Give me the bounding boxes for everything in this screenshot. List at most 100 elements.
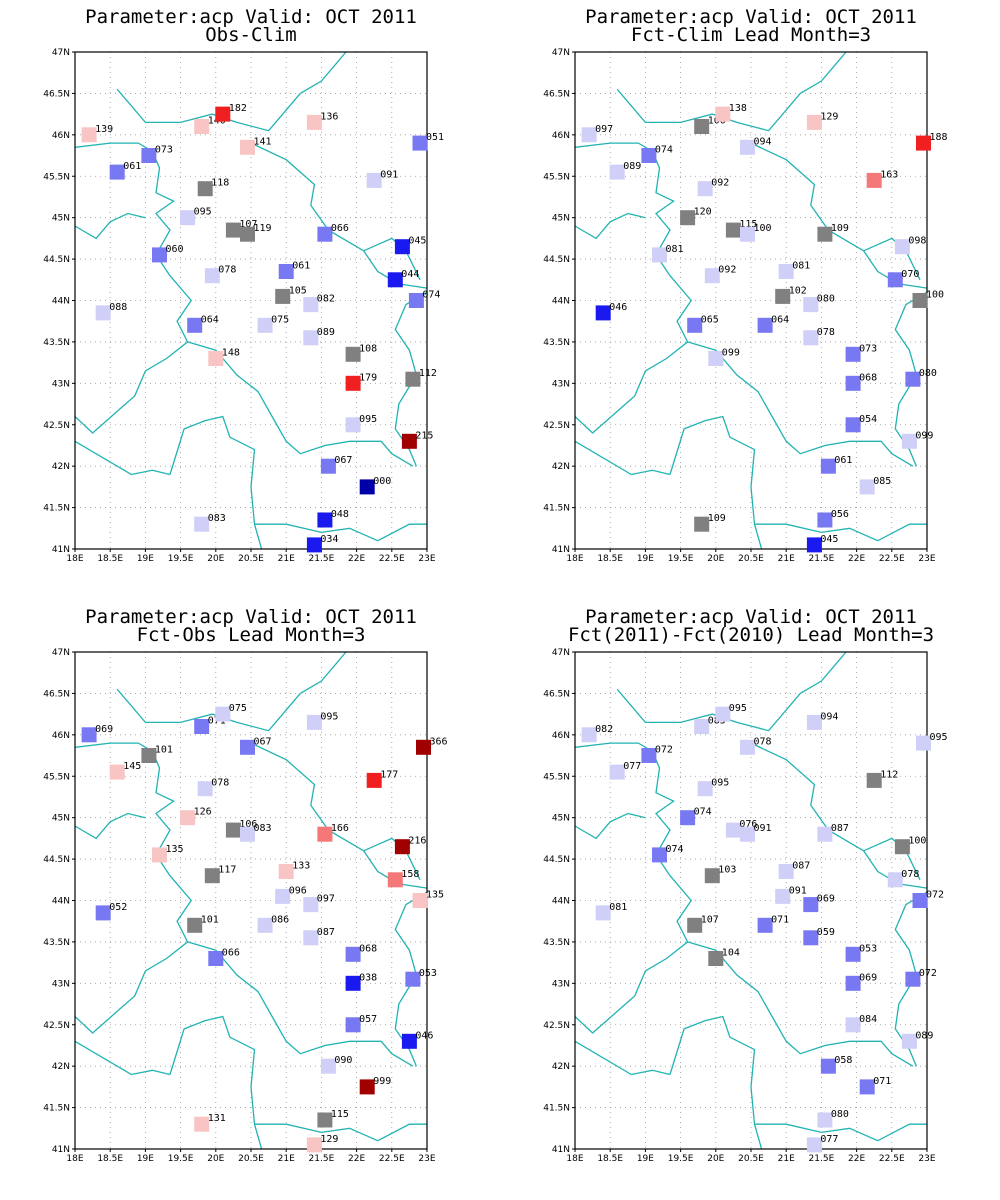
station-value-label: 080 bbox=[919, 368, 937, 379]
station-value-label: 056 bbox=[831, 509, 849, 520]
station-value-label: 096 bbox=[289, 885, 307, 896]
station-value-label: 071 bbox=[873, 1076, 891, 1087]
station-value-label: 095 bbox=[930, 732, 948, 743]
station-marker bbox=[581, 127, 597, 143]
station-value-label: 053 bbox=[859, 943, 877, 954]
station-marker bbox=[905, 971, 921, 987]
station-value-label: 103 bbox=[718, 865, 736, 876]
station-value-label: 067 bbox=[334, 455, 352, 466]
lat-tick-label: 46N bbox=[52, 731, 70, 741]
lat-tick-label: 44.5N bbox=[543, 255, 570, 265]
station-value-label: 072 bbox=[655, 745, 673, 756]
country-boundary bbox=[669, 1015, 763, 1150]
station-marker bbox=[306, 714, 322, 730]
station-value-label: 163 bbox=[880, 169, 898, 180]
panel-subtitle: Fct(2011)-Fct(2010) Lead Month=3 bbox=[568, 624, 934, 646]
station-marker bbox=[708, 351, 724, 366]
station-marker bbox=[740, 826, 755, 842]
station-value-label: 088 bbox=[109, 302, 127, 313]
station-value-label: 069 bbox=[817, 894, 835, 905]
station-value-label: 045 bbox=[408, 236, 426, 247]
country-boundary bbox=[574, 812, 646, 840]
station-value-label: 138 bbox=[729, 103, 747, 114]
lat-tick-label: 41.5N bbox=[543, 504, 570, 514]
station-value-label: 067 bbox=[254, 736, 272, 747]
station-value-label: 095 bbox=[729, 703, 747, 714]
station-value-label: 095 bbox=[711, 778, 729, 789]
station-value-label: 083 bbox=[208, 513, 226, 524]
station-marker bbox=[275, 288, 291, 304]
lon-tick-label: 19.5E bbox=[168, 554, 194, 564]
lon-tick-label: 23E bbox=[418, 554, 435, 564]
station-value-label: 073 bbox=[155, 145, 173, 156]
station-marker bbox=[916, 735, 931, 751]
station-marker bbox=[652, 847, 667, 863]
station-value-label: 038 bbox=[359, 972, 377, 983]
station-value-label: 074 bbox=[666, 844, 684, 855]
lon-tick-label: 18.5E bbox=[597, 554, 623, 564]
lon-tick-label: 18.5E bbox=[597, 1154, 623, 1164]
lon-tick-label: 21E bbox=[778, 554, 795, 564]
station-value-label: 074 bbox=[422, 290, 440, 301]
lat-tick-label: 42.5N bbox=[543, 1021, 570, 1031]
station-value-label: 053 bbox=[419, 968, 437, 979]
station-value-label: 091 bbox=[789, 885, 807, 896]
country-boundary bbox=[74, 212, 146, 240]
station-value-label: 133 bbox=[292, 861, 310, 872]
lat-tick-label: 45.5N bbox=[543, 172, 570, 182]
station-marker bbox=[109, 164, 125, 180]
station-value-label: 051 bbox=[426, 132, 444, 143]
lat-tick-label: 46N bbox=[552, 131, 570, 141]
station-marker bbox=[704, 268, 720, 284]
station-marker bbox=[687, 917, 703, 933]
station-marker bbox=[687, 317, 703, 333]
station-marker bbox=[715, 106, 731, 122]
lon-tick-label: 21.5E bbox=[809, 554, 835, 564]
station-value-label: 081 bbox=[666, 244, 684, 255]
station-marker bbox=[152, 847, 167, 863]
lat-tick-label: 42.5N bbox=[43, 1021, 70, 1031]
lat-tick-label: 46.5N bbox=[543, 89, 570, 99]
station-value-label: 074 bbox=[694, 807, 712, 818]
station-marker bbox=[757, 917, 773, 933]
station-marker bbox=[859, 479, 875, 495]
station-marker bbox=[806, 1137, 822, 1153]
station-marker bbox=[317, 226, 333, 242]
station-marker bbox=[215, 706, 231, 722]
country-boundary bbox=[74, 812, 146, 840]
station-value-label: 148 bbox=[222, 348, 240, 359]
station-value-label: 094 bbox=[820, 711, 838, 722]
station-marker bbox=[412, 893, 428, 908]
station-value-label: 135 bbox=[166, 844, 184, 855]
station-marker bbox=[180, 210, 196, 226]
station-marker bbox=[394, 839, 410, 855]
station-value-label: 078 bbox=[211, 778, 229, 789]
station-value-label: 000 bbox=[373, 476, 391, 487]
station-marker bbox=[820, 458, 836, 474]
lat-tick-label: 41.5N bbox=[43, 1104, 70, 1114]
station-value-label: 080 bbox=[831, 1109, 849, 1120]
station-marker bbox=[197, 181, 213, 197]
station-value-label: 366 bbox=[430, 736, 448, 747]
station-value-label: 076 bbox=[739, 819, 757, 830]
station-marker bbox=[680, 210, 696, 226]
station-value-label: 087 bbox=[792, 861, 810, 872]
station-value-label: 112 bbox=[419, 368, 437, 379]
station-marker bbox=[303, 330, 319, 346]
station-value-label: 059 bbox=[817, 927, 835, 938]
station-marker bbox=[652, 247, 667, 263]
lon-tick-label: 21.5E bbox=[309, 554, 335, 564]
country-boundary bbox=[669, 415, 763, 550]
station-value-label: 082 bbox=[317, 294, 335, 305]
lon-tick-label: 19E bbox=[137, 1154, 154, 1164]
station-value-label: 101 bbox=[155, 745, 173, 756]
lon-tick-label: 22.5E bbox=[379, 554, 405, 564]
country-boundary bbox=[74, 142, 175, 277]
station-value-label: 095 bbox=[359, 414, 377, 425]
lon-tick-label: 19E bbox=[137, 554, 154, 564]
lon-tick-label: 23E bbox=[418, 1154, 435, 1164]
station-marker bbox=[240, 139, 255, 155]
station-marker bbox=[306, 1137, 322, 1153]
station-marker bbox=[725, 822, 741, 838]
lon-tick-label: 19E bbox=[637, 554, 654, 564]
